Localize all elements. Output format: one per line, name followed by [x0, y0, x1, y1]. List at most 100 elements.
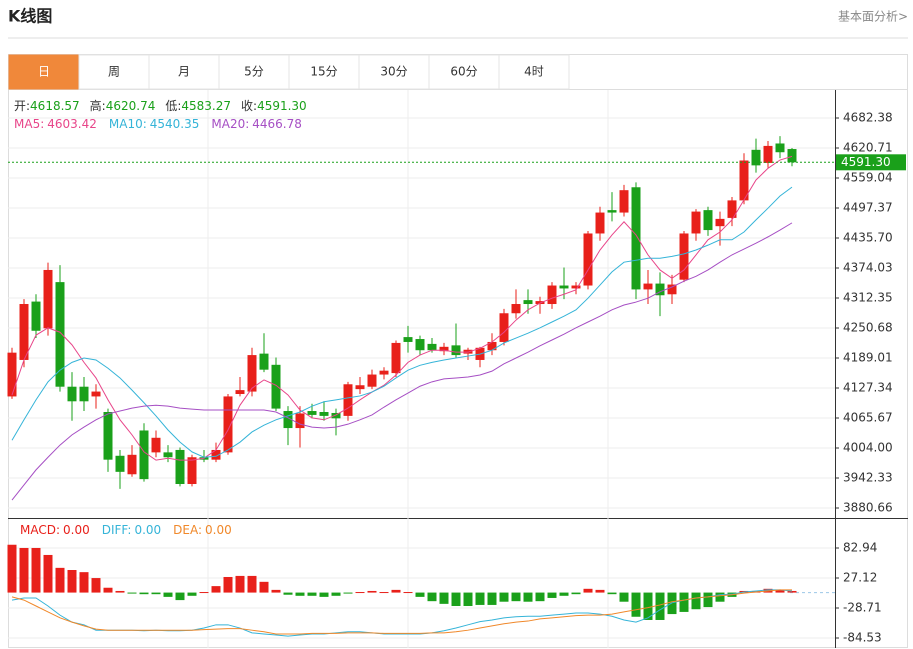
y-tick-label: 27.12: [843, 571, 877, 585]
y-tick-label: 3942.33: [843, 470, 893, 484]
macd-bar: [547, 592, 557, 598]
candle-body: [751, 149, 761, 166]
tab-label[interactable]: 30分: [380, 65, 407, 79]
macd-bar: [715, 592, 725, 602]
legend-name: DEA:: [173, 523, 202, 537]
indicator-line: [11, 589, 792, 635]
legend-value: 0.00: [134, 523, 161, 537]
candle-body: [451, 345, 461, 356]
candle-body: [763, 145, 773, 163]
candle-body: [103, 412, 113, 460]
macd-bar: [439, 592, 449, 604]
legend-name: MA5:: [14, 117, 44, 131]
macd-bar: [499, 592, 509, 602]
macd-bar: [163, 592, 173, 597]
macd-bar: [415, 592, 425, 597]
macd-bar: [355, 592, 365, 594]
candle-body: [403, 337, 413, 342]
candle-body: [619, 190, 629, 213]
y-tick-label: 4435.70: [843, 230, 893, 244]
candle-body: [703, 210, 713, 231]
macd-bar: [583, 588, 593, 593]
candle-body: [343, 384, 353, 416]
macd-bar: [127, 592, 137, 594]
macd-bar: [475, 592, 485, 605]
candle-body: [715, 218, 725, 227]
tab-label[interactable]: 4时: [524, 65, 544, 79]
y-tick-label: 4065.67: [843, 411, 893, 425]
candle-body: [235, 390, 245, 395]
candle-body: [127, 454, 137, 475]
tab-label[interactable]: 日: [38, 65, 50, 79]
macd-bar: [787, 590, 797, 593]
tab-label[interactable]: 5分: [244, 65, 264, 79]
legend: MA5: 4603.42 MA10: 4540.35 MA20: 4466.78: [14, 117, 302, 131]
ohlc-value: 4591.30: [257, 99, 307, 113]
macd-bar: [619, 592, 629, 602]
candle-body: [331, 412, 341, 419]
ohlc-label: 低:: [165, 99, 181, 113]
tab-label[interactable]: 15分: [310, 65, 337, 79]
candle-body: [115, 455, 125, 472]
widget-title: K线图: [8, 7, 52, 26]
macd-bar: [91, 578, 101, 593]
y-tick-label: -28.71: [843, 601, 882, 615]
candle-body: [487, 341, 497, 351]
candle-body: [163, 452, 173, 458]
candle-body: [295, 413, 305, 429]
candle-body: [7, 352, 17, 397]
macd-bar: [7, 544, 17, 593]
indicator-line: [11, 222, 793, 501]
macd-bar: [67, 570, 77, 593]
candle-body: [307, 411, 317, 415]
candle-body: [19, 304, 29, 360]
candle-body: [775, 143, 785, 153]
macd-bar: [379, 592, 389, 594]
y-tick-label: 4682.38: [843, 111, 893, 125]
legend-value: 4603.42: [47, 117, 97, 131]
y-tick-label: 3880.66: [843, 500, 893, 514]
candle-body: [559, 285, 569, 289]
macd-bar: [391, 589, 401, 593]
macd-bar: [535, 592, 545, 602]
macd-bar: [631, 592, 641, 617]
candle-body: [571, 285, 581, 289]
tab-label[interactable]: 周: [108, 65, 120, 79]
legend: MACD: 0.00 DIFF: 0.00 DEA: 0.00: [20, 523, 232, 537]
candle-body: [439, 346, 449, 352]
macd-bar: [403, 592, 413, 594]
y-tick-label: -84.53: [843, 630, 882, 644]
candle-body: [31, 301, 41, 331]
candle-body: [595, 212, 605, 234]
macd-bar: [319, 592, 329, 597]
y-tick-label: 82.94: [843, 541, 877, 555]
tab[interactable]: [78, 54, 150, 90]
ohlc-label: 高:: [90, 98, 106, 113]
legend-value: 4466.78: [252, 117, 302, 131]
legend-value: 4540.35: [150, 117, 200, 131]
macd-bar: [223, 576, 233, 593]
tab-label[interactable]: 月: [178, 65, 190, 79]
candle-body: [739, 160, 749, 201]
macd-bar: [595, 589, 605, 593]
tab-label[interactable]: 60分: [450, 65, 477, 79]
candle-body: [355, 385, 365, 390]
fundamental-link[interactable]: 基本面分析>: [838, 10, 908, 24]
vertical-grid: [207, 90, 609, 648]
tab[interactable]: [288, 54, 360, 90]
candle-body: [91, 391, 101, 397]
macd-bar: [655, 592, 665, 620]
candle-body: [583, 233, 593, 286]
candle-body: [655, 283, 665, 296]
macd-bar: [607, 592, 617, 595]
macd-bar: [511, 592, 521, 602]
tab[interactable]: [8, 54, 80, 90]
macd-bar: [55, 567, 65, 593]
candle-body: [727, 200, 737, 218]
tab[interactable]: [498, 54, 570, 90]
macd-bar: [703, 592, 713, 608]
tab[interactable]: [148, 54, 220, 90]
candle-body: [187, 457, 197, 484]
macd-bar: [187, 592, 197, 596]
